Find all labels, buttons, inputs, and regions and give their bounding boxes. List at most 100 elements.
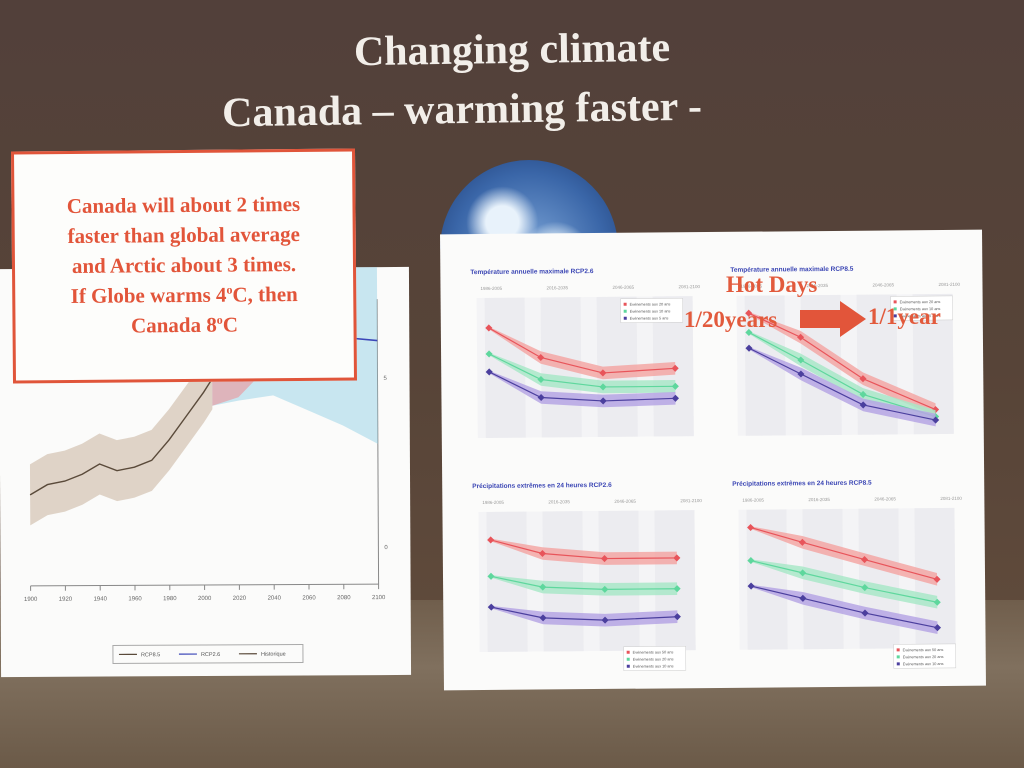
- data-point: [671, 394, 679, 402]
- period-shade: [744, 295, 786, 436]
- period-label: 2046-2065: [872, 282, 894, 287]
- period-shade: [858, 508, 900, 649]
- data-point: [861, 584, 869, 592]
- regional-projection-charts: Température annuelle maximale RCP2.6 1986…: [470, 266, 962, 672]
- small-legend-swatch: [626, 650, 630, 654]
- data-point: [861, 556, 869, 564]
- data-point: [673, 554, 681, 562]
- series-line: [748, 312, 936, 411]
- series-line: [490, 575, 678, 590]
- small-legend-label: Événements aux 10 ans: [903, 661, 944, 666]
- small-legend-swatch: [896, 648, 900, 652]
- period-label: 2016-2035: [806, 283, 828, 288]
- x-tick-label: 1920: [59, 597, 73, 603]
- period-label: 2046-2065: [614, 499, 636, 504]
- small-legend-label: Événements aux 20 ans: [633, 656, 674, 661]
- data-point: [673, 613, 681, 621]
- callout-line-5: Canada 8oC: [130, 312, 239, 338]
- series-line: [750, 559, 938, 603]
- historical-band: [29, 348, 213, 526]
- data-point: [537, 393, 545, 402]
- series-line: [748, 331, 936, 418]
- data-point: [538, 549, 547, 558]
- small-chart-1: Température annuelle maximale RCP2.6 1986…: [470, 268, 701, 439]
- small-legend-label: Événements aux 10 ans: [633, 663, 674, 668]
- data-point: [859, 390, 867, 398]
- data-point: [798, 538, 806, 546]
- small-legend-label: Événements aux 10 ans: [630, 308, 671, 313]
- data-point: [673, 585, 681, 593]
- x-tick-label: 2000: [198, 596, 212, 602]
- data-point: [747, 557, 755, 565]
- legend-label: Historique: [261, 652, 286, 658]
- period-label: 2016-2035: [808, 497, 830, 502]
- series-band: [748, 331, 936, 423]
- small-legend-swatch: [893, 314, 897, 318]
- hot-days-to: 1/1year: [868, 304, 941, 329]
- data-point: [932, 416, 940, 424]
- x-tick-label: 2060: [302, 595, 316, 601]
- data-point: [599, 369, 607, 377]
- x-tick-label: 1980: [163, 596, 177, 602]
- right-arrow-icon: [800, 301, 866, 337]
- callout-line-3: and Arctic about 3 times.: [71, 252, 297, 279]
- period-shade: [746, 509, 788, 650]
- small-legend-label: Événements aux 20 ans: [630, 301, 671, 306]
- series-line: [750, 585, 938, 629]
- period-label: 1986-2005: [480, 286, 502, 291]
- series-band: [749, 346, 936, 427]
- period-label: 2081-2100: [680, 498, 702, 503]
- small-legend-swatch: [623, 302, 627, 306]
- small-chart-3: Précipitations extrêmes en 24 heures RCP…: [472, 482, 702, 672]
- small-legend-label: Événements aux 50 ans: [903, 647, 944, 652]
- series-line: [491, 606, 678, 621]
- callout-line-1: Canada will about 2 times: [66, 192, 301, 219]
- data-point: [487, 536, 495, 544]
- data-point: [797, 333, 805, 341]
- data-point: [537, 375, 545, 384]
- regional-projections-panel: Température annuelle maximale RCP2.6 1986…: [440, 229, 986, 691]
- small-legend-swatch: [626, 657, 630, 661]
- period-label: 2046-2065: [874, 496, 896, 501]
- data-point: [799, 569, 807, 577]
- data-point: [487, 572, 495, 580]
- data-point: [859, 401, 867, 409]
- data-point: [539, 583, 547, 591]
- callout-line-4: If Globe warms 4oC, then: [70, 281, 298, 308]
- small-chart-2: Température annuelle maximale RCP8.5 1986…: [730, 266, 961, 436]
- data-point: [671, 382, 679, 390]
- y-tick-label: 5: [383, 376, 387, 382]
- small-legend: [890, 295, 954, 321]
- y-tick-label: 0: [384, 545, 388, 551]
- historical-line: [29, 378, 213, 496]
- data-point: [539, 614, 547, 622]
- period-label: 2081-2100: [940, 496, 962, 501]
- series-line: [488, 353, 676, 388]
- small-legend: [623, 645, 687, 672]
- small-legend-label: Événements aux 10 ans: [900, 306, 941, 311]
- small-legend: [893, 643, 957, 669]
- small-legend-swatch: [623, 309, 627, 313]
- data-point: [485, 324, 493, 332]
- data-point: [933, 575, 941, 583]
- small-legend-label: Événements aux 20 ans: [903, 654, 944, 659]
- period-shade: [598, 510, 640, 651]
- data-point: [671, 364, 679, 372]
- x-tick-label: 1900: [24, 597, 38, 603]
- data-point: [933, 624, 942, 632]
- series-line: [748, 347, 936, 421]
- data-point: [745, 328, 753, 336]
- period-label: 1986-2005: [740, 284, 762, 289]
- legend-label: RCP8.5: [141, 652, 160, 658]
- hot-days-from: 1/20years: [684, 307, 778, 332]
- data-point: [799, 594, 807, 602]
- data-point: [485, 350, 493, 358]
- small-chart-title: Température annuelle maximale RCP2.6: [470, 268, 594, 276]
- small-chart-title: Température annuelle maximale RCP8.5: [730, 266, 854, 274]
- data-point: [600, 555, 609, 563]
- data-point: [797, 370, 805, 378]
- data-point: [933, 598, 941, 606]
- data-point: [485, 368, 493, 376]
- x-tick-label: 2020: [233, 596, 247, 602]
- data-point: [601, 585, 609, 593]
